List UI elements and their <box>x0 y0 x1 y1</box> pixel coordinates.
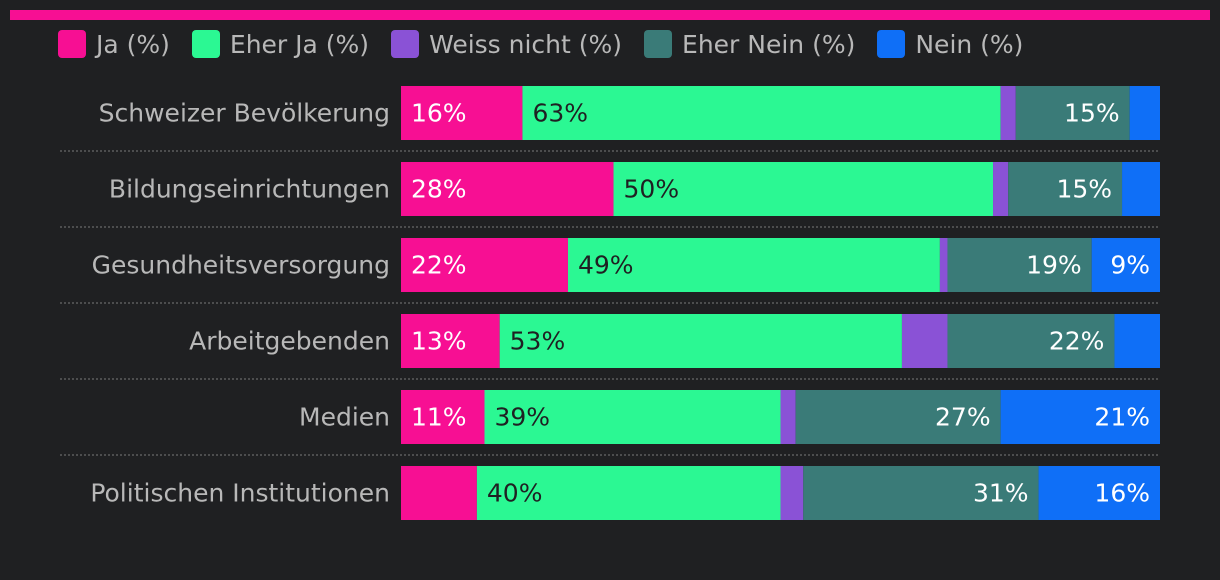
data-label: 13% <box>411 327 467 356</box>
legend-label: Eher Nein (%) <box>682 29 856 59</box>
bar-segment[interactable] <box>613 162 994 216</box>
bar-segment[interactable] <box>401 162 614 216</box>
row-label: Medien <box>299 403 390 432</box>
data-label: 31% <box>973 479 1029 508</box>
top-accent-bar <box>10 10 1210 20</box>
bar-segment[interactable] <box>795 390 1001 444</box>
bar-segment[interactable] <box>947 238 1092 292</box>
legend-item-0[interactable]: Ja (%) <box>58 30 170 59</box>
data-label: 28% <box>411 175 467 204</box>
legend-item-1[interactable]: Eher Ja (%) <box>191 29 370 59</box>
legend-label: Eher Ja (%) <box>229 29 370 59</box>
data-label: 15% <box>1064 99 1120 128</box>
bar-segment[interactable] <box>476 466 781 520</box>
bar-segment[interactable] <box>567 238 940 292</box>
data-label: 50% <box>624 175 680 204</box>
data-label: 21% <box>1094 403 1150 432</box>
bar-segment[interactable] <box>499 314 902 368</box>
bar-segment[interactable] <box>1091 238 1160 292</box>
data-label: 19% <box>1026 251 1082 280</box>
bar-segment[interactable] <box>1000 86 1016 140</box>
bar-segment[interactable] <box>1129 86 1160 140</box>
row-label: Schweizer Bevölkerung <box>99 99 390 128</box>
row-label: Arbeitgebenden <box>189 327 390 356</box>
data-label: 16% <box>411 99 467 128</box>
data-label: 16% <box>1094 479 1150 508</box>
legend-label: Weiss nicht (%) <box>429 29 623 59</box>
bar-segment[interactable] <box>484 390 781 444</box>
bar-segment[interactable] <box>1015 86 1130 140</box>
bar-segment[interactable] <box>401 86 523 140</box>
data-label: 15% <box>1056 175 1112 204</box>
row-label: Gesundheitsversorgung <box>92 251 390 280</box>
data-label: 49% <box>578 251 634 280</box>
bar-segment[interactable] <box>901 314 948 368</box>
legend-swatch <box>191 30 220 58</box>
bar-segment[interactable] <box>401 314 500 368</box>
bar-segment[interactable] <box>1038 466 1160 520</box>
row-label: Bildungseinrichtungen <box>109 175 390 204</box>
data-label: 22% <box>1049 327 1105 356</box>
legend-item-4[interactable]: Nein (%) <box>877 30 1023 59</box>
data-label: 11% <box>411 403 467 432</box>
bar-segment[interactable] <box>803 466 1039 520</box>
bar-segment[interactable] <box>780 390 796 444</box>
bar-segment[interactable] <box>993 162 1009 216</box>
bar-segment[interactable] <box>522 86 1001 140</box>
bar-segment[interactable] <box>1008 162 1123 216</box>
bar-segment[interactable] <box>1000 390 1160 444</box>
legend-swatch <box>877 30 906 58</box>
row-label: Politischen Institutionen <box>90 479 390 508</box>
data-label: 40% <box>487 479 543 508</box>
legend-item-2[interactable]: Weiss nicht (%) <box>391 30 622 59</box>
bar-segment[interactable] <box>401 466 477 520</box>
legend-swatch <box>644 30 673 58</box>
bar-segment[interactable] <box>947 314 1115 368</box>
legend-swatch <box>58 30 86 58</box>
data-label: 63% <box>532 99 588 128</box>
legend-label: Ja (%) <box>96 29 170 59</box>
data-label: 27% <box>935 403 991 432</box>
bar-segment[interactable] <box>939 238 948 292</box>
bar-segment[interactable] <box>780 466 804 520</box>
data-label: 22% <box>411 251 467 280</box>
bar-segment[interactable] <box>401 390 485 444</box>
legend-item-3[interactable]: Eher Nein (%) <box>644 30 855 59</box>
legend-swatch <box>391 30 420 58</box>
legend: Ja (%) Eher Ja (%) Weiss nicht (%) Eher Nei… <box>58 28 1045 60</box>
bar-segment[interactable] <box>1122 162 1160 216</box>
bar-segment[interactable] <box>401 238 568 292</box>
bar-segment[interactable] <box>1114 314 1160 368</box>
legend-label: Nein (%) <box>915 29 1024 59</box>
data-label: 53% <box>510 327 566 356</box>
data-label: 39% <box>494 403 550 432</box>
data-label: 9% <box>1110 251 1150 280</box>
